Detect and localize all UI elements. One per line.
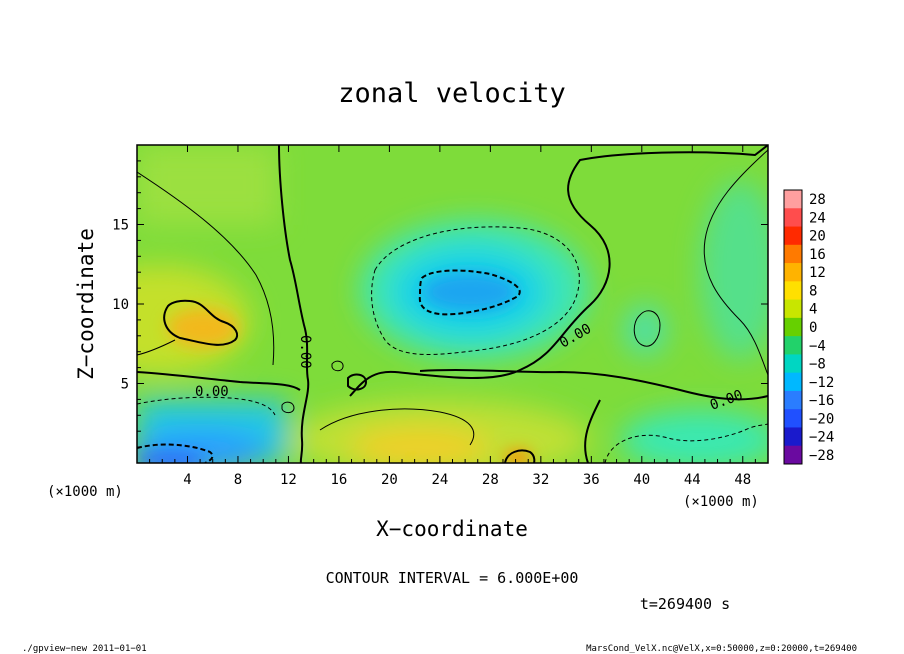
- contour-zero-lower-right: [419, 369, 768, 401]
- colorbar-label: −4: [809, 338, 826, 354]
- x-tick-label: 44: [684, 472, 701, 488]
- colorbar-label: −16: [809, 393, 834, 409]
- colorbar-swatch: [784, 317, 802, 337]
- field-blue-bottom-left: [137, 430, 270, 463]
- y-tick-label: 5: [121, 377, 129, 393]
- colorbar-label: −24: [809, 430, 834, 446]
- footer-left: ./gpview−new 2011−01−01: [22, 644, 147, 654]
- contour-thin-bottom: [319, 408, 475, 446]
- colorbar-swatch: [784, 336, 802, 355]
- colorbar-swatch: [784, 427, 802, 447]
- colorbar-label: 20: [809, 229, 826, 245]
- colorbar-label: −8: [809, 357, 826, 373]
- x-axis: 4 8 12 16 20 24 28 32 36 40 44 48: [149, 145, 769, 488]
- field-core-blue: [137, 452, 205, 463]
- colorbar-swatch: [784, 390, 802, 410]
- x-tick-label: 8: [234, 472, 242, 488]
- x-axis-label: X−coordinate: [376, 517, 528, 541]
- colorbar-swatch: [784, 354, 802, 374]
- chart-title: zonal velocity: [338, 78, 566, 109]
- contour-zero-lower-left: [137, 371, 301, 391]
- field-yellow-bottom: [350, 428, 490, 463]
- x-tick-label: 48: [734, 472, 751, 488]
- contour-label-left: 0.00: [195, 384, 229, 400]
- colorbar: 28 24 20 16 12 8 4 0 −4 −8 −12 −16 −20 −24 −28: [783, 189, 834, 465]
- x-tick-label: 12: [280, 472, 297, 488]
- y-axis: 5 10 15: [112, 160, 768, 448]
- contour-negative-bottom-right: [604, 423, 768, 463]
- contour-zero-left-vertical: [278, 145, 310, 463]
- colorbar-label: 24: [809, 210, 826, 226]
- contours: [137, 145, 768, 463]
- colorbar-swatch: [784, 208, 802, 227]
- plot-field: 0.00 0.00 0.00 0.00: [137, 145, 768, 463]
- x-unit-label-left: (×1000 m): [47, 484, 123, 500]
- colorbar-swatch: [784, 372, 802, 392]
- contour-zero-bottom-right: [584, 399, 601, 463]
- time-label: t=269400 s: [640, 595, 730, 613]
- x-tick-label: 24: [431, 472, 448, 488]
- y-tick-label: 10: [112, 297, 129, 313]
- colorbar-label: −20: [809, 411, 834, 427]
- contour-negative-lower-left: [137, 396, 276, 416]
- footer-right: MarsCond_VelX.nc@VelX,x=0:50000,z=0:2000…: [586, 644, 857, 654]
- x-tick-label: 40: [633, 472, 650, 488]
- field-right-band: [700, 180, 768, 360]
- contour-thin-right: [703, 149, 768, 376]
- contour-thin-left-2: [137, 339, 176, 356]
- contour-negative-outer: [371, 226, 580, 355]
- field-cool-bottom-right: [620, 410, 768, 463]
- colorbar-frame: [783, 189, 803, 465]
- colorbar-label: 4: [809, 302, 817, 318]
- contour-small-loop-2: [331, 360, 344, 372]
- contour-negative-core: [418, 269, 521, 316]
- x-tick-label: 20: [381, 472, 398, 488]
- colorbar-swatch: [784, 190, 802, 209]
- contour-positive-bottom: [504, 449, 536, 463]
- contour-small-loop-1: [347, 373, 368, 391]
- colorbar-label: 28: [809, 192, 826, 208]
- contour-thin-left-1: [137, 171, 275, 366]
- colorbar-swatch: [784, 281, 802, 300]
- contour-zero-centre: [349, 145, 768, 397]
- contour-label-vertical: 0.00: [297, 335, 313, 369]
- y-axis-label: Z−coordinate: [74, 228, 98, 380]
- x-tick-label: 28: [482, 472, 499, 488]
- contour-interval: CONTOUR INTERVAL = 6.000E+00: [326, 569, 579, 587]
- y-tick-label: 15: [112, 218, 129, 234]
- contour-small-loop-3: [281, 401, 295, 414]
- contour-thin-right-patch: [633, 310, 661, 347]
- colorbar-label: −12: [809, 375, 834, 391]
- colorbar-label: 8: [809, 283, 817, 299]
- field-upper-left: [137, 145, 277, 225]
- colorbar-swatch: [784, 226, 802, 246]
- x-tick-label: 4: [183, 472, 191, 488]
- field-core-positive: [167, 308, 239, 348]
- colorbar-label: −28: [809, 448, 834, 464]
- colorbar-swatch: [784, 445, 802, 465]
- field-core-negative: [422, 272, 518, 312]
- x-tick-label: 36: [583, 472, 600, 488]
- contour-positive-left: [163, 299, 239, 346]
- colorbar-label: 0: [809, 320, 817, 336]
- x-tick-label: 16: [330, 472, 347, 488]
- colorbar-swatch: [784, 263, 802, 282]
- colorbar-swatch: [784, 244, 802, 264]
- colorbar-swatch: [784, 409, 802, 428]
- colorbar-label: 16: [809, 247, 826, 263]
- colorbar-swatch: [784, 299, 802, 319]
- x-unit-label-right: (×1000 m): [683, 494, 759, 510]
- contour-negative-bottom-left: [137, 443, 214, 463]
- x-tick-label: 32: [532, 472, 549, 488]
- colorbar-label: 12: [809, 265, 826, 281]
- field-small-cool-patch: [623, 304, 667, 356]
